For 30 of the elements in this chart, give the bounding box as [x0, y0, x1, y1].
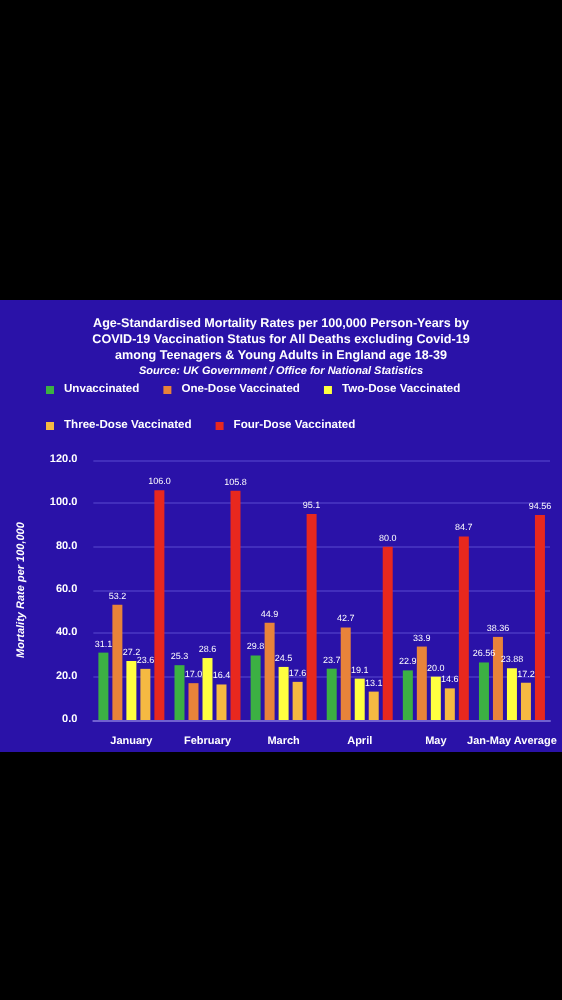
bar [202, 658, 213, 720]
bar [354, 678, 365, 720]
bar [140, 668, 151, 720]
bar [492, 636, 503, 720]
bar [506, 668, 517, 720]
bar [250, 655, 261, 720]
bar [444, 688, 455, 720]
bar [264, 622, 275, 720]
bar [230, 490, 241, 720]
bar [278, 666, 289, 720]
bar [520, 682, 531, 720]
bar [154, 490, 165, 720]
bar [306, 513, 317, 720]
bar [126, 661, 137, 720]
bar [340, 627, 351, 720]
bar [98, 652, 109, 720]
bar [112, 604, 123, 720]
bar [292, 681, 303, 720]
bar [534, 515, 545, 720]
bar [188, 683, 199, 720]
bar [430, 676, 441, 720]
bar [416, 646, 427, 720]
bar [216, 684, 227, 720]
bar [478, 662, 489, 720]
bar [326, 668, 337, 720]
bar [382, 546, 393, 720]
bar [402, 670, 413, 720]
bar [368, 691, 379, 720]
bar [174, 665, 185, 720]
bar [458, 536, 469, 720]
